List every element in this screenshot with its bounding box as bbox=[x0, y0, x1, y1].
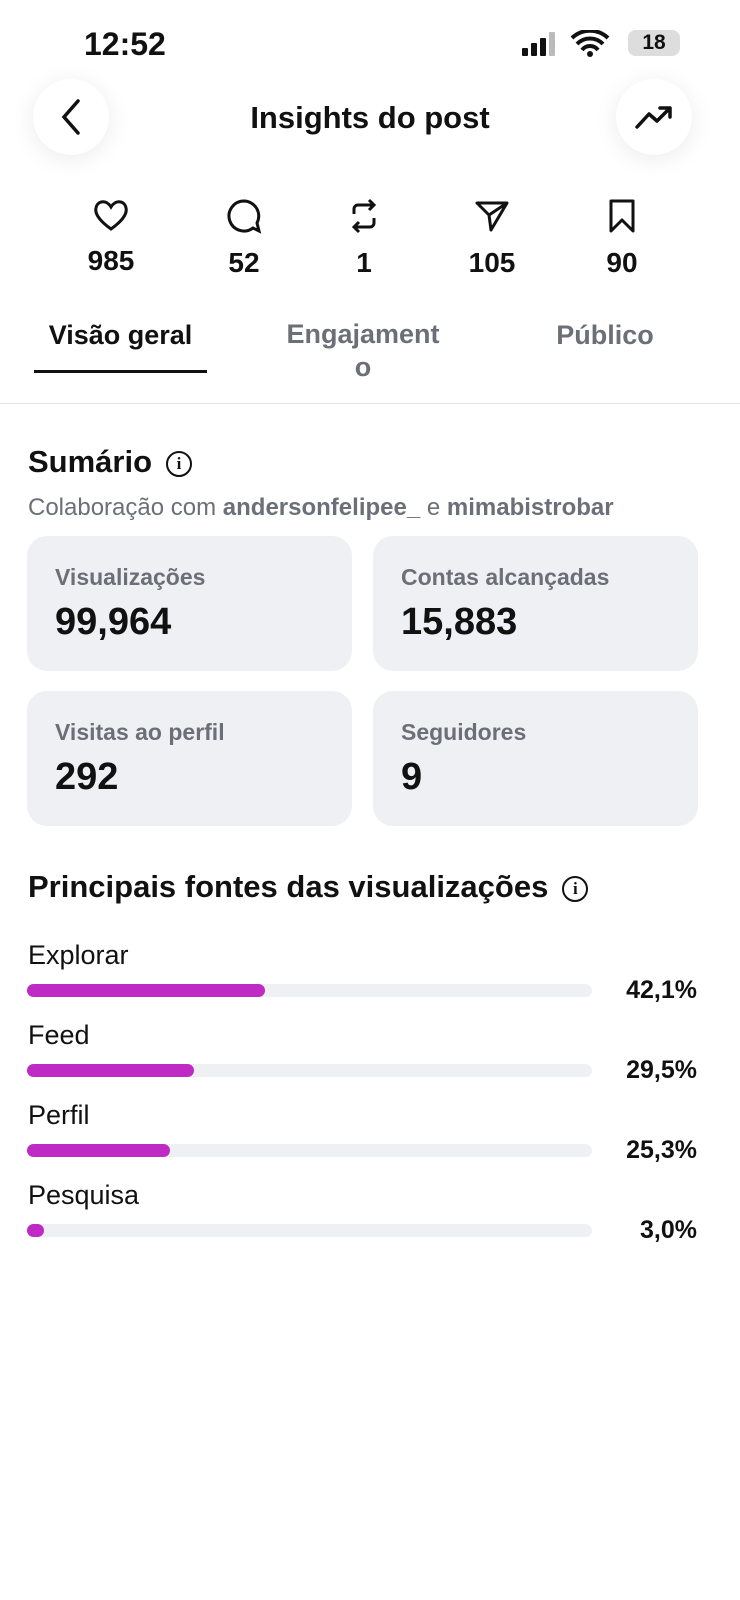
divider bbox=[0, 403, 740, 404]
stat-comments: 52 bbox=[189, 198, 299, 279]
source-label: Explorar bbox=[28, 940, 129, 970]
trend-button[interactable] bbox=[616, 79, 692, 155]
stat-value: 985 bbox=[87, 245, 135, 276]
collab-line: Colaboração com andersonfelipee_ e mimab… bbox=[28, 494, 614, 522]
value-label: 25,3% bbox=[626, 1136, 697, 1164]
value-label: 3,0% bbox=[640, 1216, 697, 1244]
stat-reposts: 1 bbox=[309, 198, 419, 279]
card-label: Visualizações bbox=[55, 564, 206, 590]
stat-value: 105 bbox=[468, 247, 516, 278]
bar bbox=[27, 984, 265, 997]
bar-track bbox=[27, 1144, 592, 1157]
back-button[interactable] bbox=[33, 79, 109, 155]
stat-shares: 105 bbox=[437, 198, 547, 279]
stat-card: Visualizações 99,964 bbox=[27, 536, 352, 671]
title-text: Principais fontes das visualizações bbox=[28, 869, 549, 904]
card-value: 15,883 bbox=[401, 601, 518, 643]
section-title: Principais fontes das visualizações i bbox=[28, 869, 589, 905]
status-icons bbox=[522, 30, 610, 57]
stat-card: Visitas ao perfil 292 bbox=[27, 691, 352, 826]
bar-track bbox=[27, 1064, 592, 1077]
card-value: 9 bbox=[401, 756, 423, 798]
section-title: Sumário i bbox=[28, 444, 193, 480]
source-label: Feed bbox=[28, 1020, 90, 1050]
title-text: Sumário bbox=[28, 444, 153, 479]
stat-value: 90 bbox=[606, 247, 638, 278]
card-label: Visitas ao perfil bbox=[55, 719, 225, 745]
bar-track bbox=[27, 1224, 592, 1237]
collab-prefix: Colaboração com bbox=[28, 494, 217, 521]
info-icon[interactable]: i bbox=[166, 450, 193, 477]
source-label: Perfil bbox=[28, 1100, 90, 1130]
collab-joiner: e bbox=[426, 494, 441, 521]
stat-card: Seguidores 9 bbox=[373, 691, 698, 826]
collab-user[interactable]: andersonfelipee_ bbox=[222, 494, 421, 521]
stat-saves: 90 bbox=[567, 198, 677, 279]
stat-card: Contas alcançadas 15,883 bbox=[373, 536, 698, 671]
info-icon[interactable]: i bbox=[562, 875, 589, 902]
card-label: Seguidores bbox=[401, 719, 527, 745]
card-value: 99,964 bbox=[55, 601, 172, 643]
tab-indicator bbox=[34, 370, 207, 373]
bar bbox=[27, 1144, 170, 1157]
battery: 18 bbox=[628, 30, 680, 56]
tab[interactable]: Engajamento bbox=[286, 319, 440, 382]
card-label: Contas alcançadas bbox=[401, 564, 610, 590]
stat-likes: 985 bbox=[56, 198, 166, 277]
bar bbox=[27, 1064, 194, 1077]
bar bbox=[27, 1224, 44, 1237]
card-value: 292 bbox=[55, 756, 119, 798]
collab-user[interactable]: mimabistrobar bbox=[446, 494, 614, 521]
stat-value: 52 bbox=[228, 247, 260, 278]
bar-track bbox=[27, 984, 592, 997]
tab[interactable]: Visão geral bbox=[48, 320, 193, 350]
tab[interactable]: Público bbox=[556, 320, 654, 350]
stat-value: 1 bbox=[356, 247, 372, 278]
page-title: Insights do post bbox=[250, 100, 490, 135]
source-label: Pesquisa bbox=[28, 1180, 140, 1210]
value-label: 42,1% bbox=[626, 976, 697, 1004]
value-label: 29,5% bbox=[626, 1056, 697, 1084]
status-time: 12:52 bbox=[84, 26, 166, 62]
